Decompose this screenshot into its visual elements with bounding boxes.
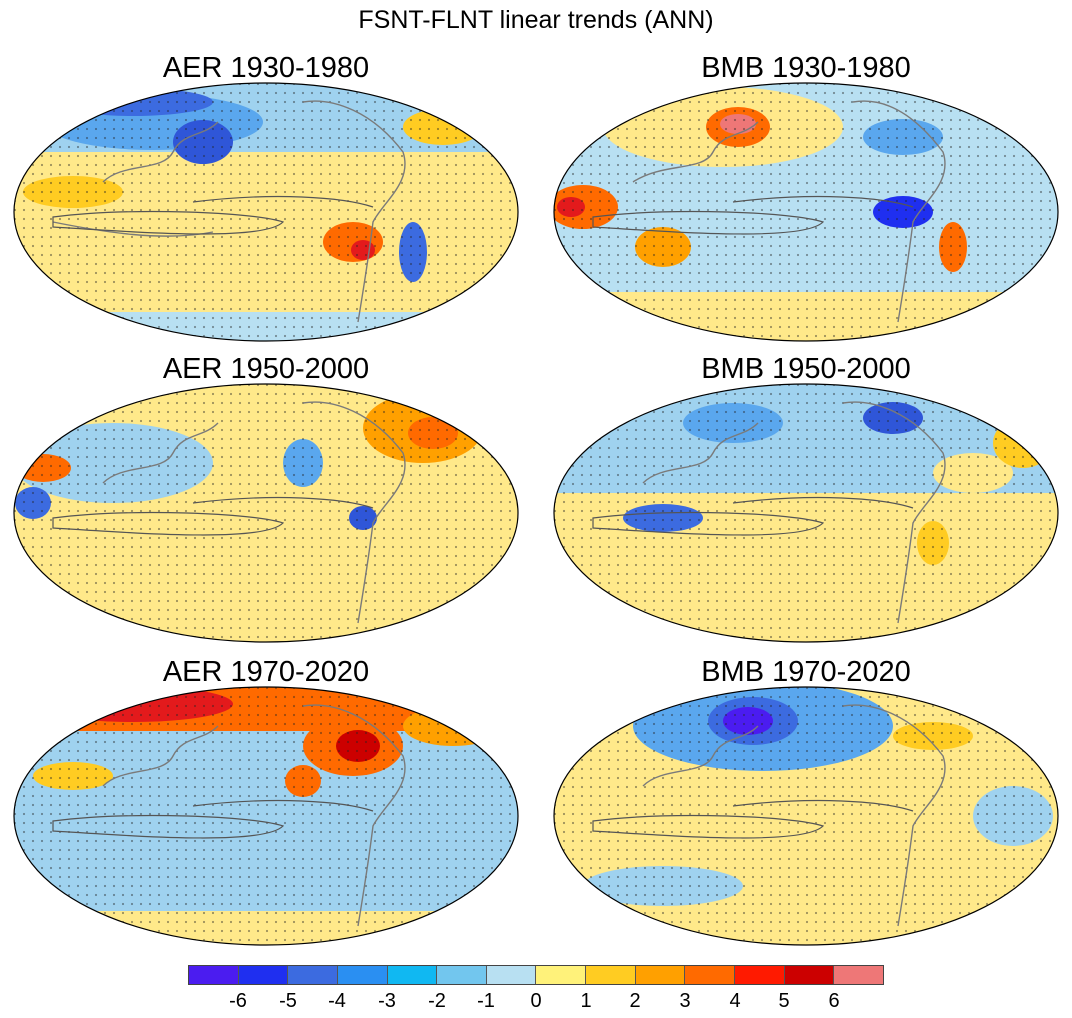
panel-title-bmb-1950-2000: BMB 1950-2000 xyxy=(701,353,911,385)
colorbar-swatch xyxy=(288,966,338,984)
map-bmb-1950-2000 xyxy=(553,383,1059,643)
colorbar-swatch xyxy=(685,966,736,984)
panel-title-bmb-1970-2020: BMB 1970-2020 xyxy=(701,656,911,688)
colorbar-swatch xyxy=(536,966,587,984)
panel-title-aer-1930-1980: AER 1930-1980 xyxy=(162,52,370,84)
colorbar-swatch xyxy=(635,966,686,984)
map-aer-1950-2000 xyxy=(13,383,519,643)
colorbar-tick-label: 6 xyxy=(828,990,840,1012)
colorbar-swatch xyxy=(387,966,438,984)
panel-title-aer-1950-2000: AER 1950-2000 xyxy=(162,353,370,385)
colorbar-swatch xyxy=(189,966,239,984)
map-bmb-1970-2020 xyxy=(553,686,1059,946)
colorbar-swatch xyxy=(586,966,636,984)
colorbar-tick-label: 1 xyxy=(580,990,592,1012)
figure-title: FSNT-FLNT linear trends (ANN) xyxy=(358,6,714,34)
colorbar-swatch xyxy=(437,966,487,984)
map-aer-1930-1980 xyxy=(13,82,519,342)
colorbar-swatch xyxy=(735,966,785,984)
colorbar-tick-label: -5 xyxy=(279,990,297,1012)
map-bmb-1930-1980 xyxy=(553,82,1059,342)
colorbar-swatch xyxy=(486,966,537,984)
colorbar-swatch xyxy=(834,966,883,984)
colorbar-tick-label: -3 xyxy=(378,990,396,1012)
colorbar-tick-label: -6 xyxy=(229,990,247,1012)
colorbar-tick-label: 3 xyxy=(679,990,691,1012)
panel-title-aer-1970-2020: AER 1970-2020 xyxy=(162,656,370,688)
colorbar-tick-label: 5 xyxy=(778,990,790,1012)
colorbar-tick-label: -4 xyxy=(328,990,346,1012)
colorbar-tick-label: 2 xyxy=(629,990,641,1012)
colorbar-swatch xyxy=(784,966,835,984)
colorbar-tick-label: 4 xyxy=(729,990,741,1012)
colorbar-swatch xyxy=(337,966,388,984)
colorbar xyxy=(188,965,884,985)
colorbar-tick-label: -1 xyxy=(477,990,495,1012)
colorbar-tick-label: 0 xyxy=(530,990,542,1012)
colorbar-tick-label: -2 xyxy=(428,990,446,1012)
colorbar-swatch xyxy=(238,966,289,984)
map-aer-1970-2020 xyxy=(13,686,519,946)
panel-title-bmb-1930-1980: BMB 1930-1980 xyxy=(701,52,911,84)
